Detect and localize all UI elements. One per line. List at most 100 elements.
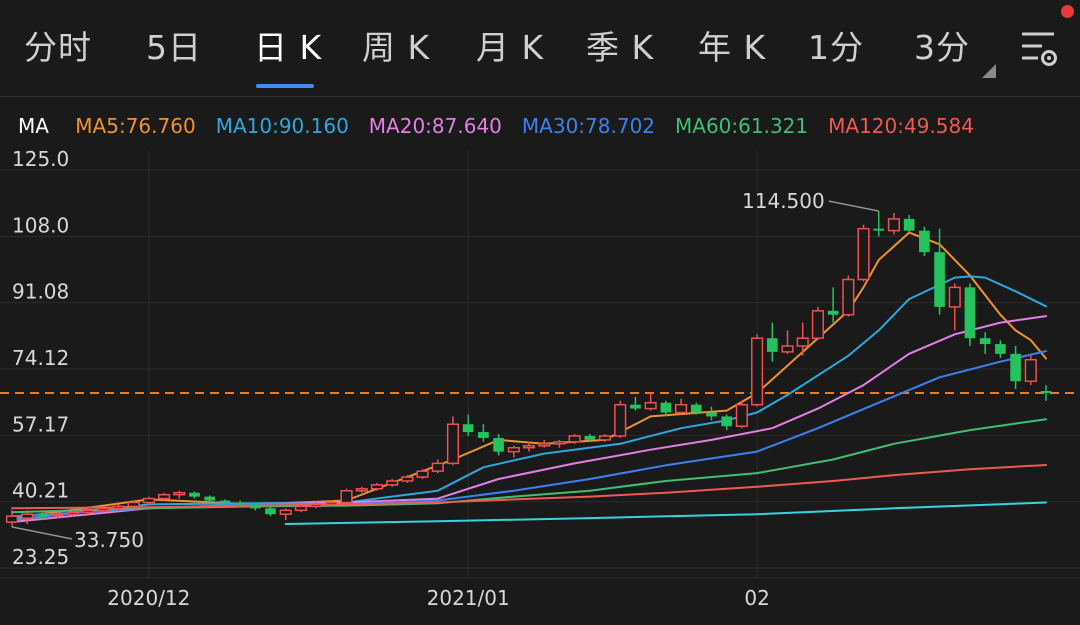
candle-body <box>766 338 778 352</box>
candlestick-chart[interactable]: 125.0 108.0 91.08 74.12 57.17 40.21 23.25 2020/… <box>0 150 1080 625</box>
notification-dot <box>1061 5 1074 18</box>
candle-body <box>721 416 732 427</box>
candle-body <box>21 513 34 519</box>
y-tick-label: 23.25 <box>12 545 69 569</box>
tab-2[interactable]: 日 K <box>254 28 323 67</box>
candle-body <box>919 230 930 253</box>
candle-body <box>751 337 764 406</box>
candle-body <box>325 501 338 506</box>
dropdown-triangle-icon[interactable] <box>982 64 996 78</box>
candle-body <box>964 287 976 339</box>
candle-body <box>781 345 794 353</box>
candle-body <box>948 286 961 308</box>
y-tick-label: 91.08 <box>12 280 69 304</box>
candle-body <box>811 310 824 339</box>
x-tick-label: 02 <box>744 586 769 610</box>
ma-legend: MA MA5:76.760 MA10:90.160 MA20:87.640 MA30:… <box>18 114 994 142</box>
candle-body <box>5 515 19 523</box>
candle-body <box>127 501 140 508</box>
candle-body <box>735 403 748 427</box>
candle-body <box>204 496 215 501</box>
ma20-line <box>11 315 1047 523</box>
ma-legend-item: MA120:49.584 <box>828 114 974 138</box>
candle-body <box>630 404 641 409</box>
candle-body <box>401 476 414 482</box>
ma250-line <box>284 501 1047 525</box>
candle-body <box>189 492 200 497</box>
candle-body <box>446 423 460 465</box>
x-tick-label: 2021/01 <box>427 586 510 610</box>
candle-body <box>493 437 504 452</box>
candle-body <box>37 514 48 516</box>
candle-body <box>507 446 520 453</box>
candle-body <box>51 513 64 517</box>
candle-body <box>1040 391 1052 393</box>
y-tick-label: 125.0 <box>12 150 69 171</box>
candle-body <box>355 488 368 492</box>
period-tab-bar: 分时 5日 日 K 周 K 月 K 季 K 年 K 1分 3分 <box>0 0 1080 94</box>
candle-body <box>81 509 95 514</box>
candle-body <box>934 252 945 307</box>
candle-body <box>796 337 809 347</box>
candle-body <box>887 218 901 232</box>
annotation-leader <box>828 200 879 212</box>
candle-body <box>265 508 276 515</box>
candle-body <box>431 462 444 472</box>
candle-body <box>340 489 353 504</box>
ma10-line <box>11 275 1047 522</box>
y-tick-label: 108.0 <box>12 213 69 237</box>
candle-body <box>142 497 155 504</box>
candle-body <box>234 502 246 505</box>
candle-body <box>478 432 489 438</box>
annotation-label: 114.500 <box>742 189 825 213</box>
tab-8[interactable]: 3分 <box>914 28 970 67</box>
candle-body <box>310 503 323 508</box>
candle-body <box>1024 358 1037 382</box>
ma30-line <box>11 350 1047 518</box>
candle-body <box>522 445 536 449</box>
ma-legend-item: MA30:78.702 <box>521 114 656 138</box>
candle-body <box>553 441 566 445</box>
candle-body <box>538 443 551 447</box>
tab-0[interactable]: 分时 <box>24 28 92 67</box>
ma-legend-label: MA <box>18 114 49 138</box>
candle-body <box>370 484 384 490</box>
tab-7[interactable]: 1分 <box>808 28 864 67</box>
candle-body <box>219 500 231 503</box>
tab-5[interactable]: 季 K <box>586 28 655 67</box>
active-tab-underline <box>256 84 314 88</box>
candle-body <box>1010 353 1021 382</box>
tab-4[interactable]: 月 K <box>476 28 545 67</box>
candle-body <box>706 412 717 417</box>
candle-body <box>857 227 870 281</box>
candle-body <box>97 507 110 512</box>
candle-body <box>644 401 657 410</box>
y-tick-label: 40.21 <box>12 479 69 503</box>
candle-body <box>173 491 186 496</box>
y-tick-label: 57.17 <box>12 412 69 436</box>
candle-body <box>827 310 839 315</box>
tab-6[interactable]: 年 K <box>698 28 767 67</box>
annotation-leader <box>11 526 73 540</box>
annotation-label: 33.750 <box>74 528 144 552</box>
candle-body <box>690 404 702 413</box>
candle-body <box>294 505 307 512</box>
chart-settings-icon[interactable] <box>1018 27 1062 71</box>
candle-body <box>873 228 885 231</box>
candle-body <box>249 504 261 509</box>
ma-legend-item: MA60:61.321 <box>675 114 809 138</box>
tab-1[interactable]: 5日 <box>146 28 202 67</box>
candle-body <box>614 403 627 437</box>
candle-body <box>598 435 612 441</box>
ma-legend-item: MA20:87.640 <box>368 114 502 138</box>
candle-body <box>660 402 672 413</box>
y-tick-label: 74.12 <box>12 346 69 370</box>
ma-legend-item: MA5:76.760 <box>75 114 196 138</box>
tab-3[interactable]: 周 K <box>362 28 431 67</box>
candle-body <box>416 470 429 478</box>
x-tick-label: 2020/12 <box>107 586 190 610</box>
candle-body <box>903 218 915 231</box>
candle-body <box>279 509 292 515</box>
candle-body <box>462 424 474 433</box>
candle-body <box>584 435 596 440</box>
